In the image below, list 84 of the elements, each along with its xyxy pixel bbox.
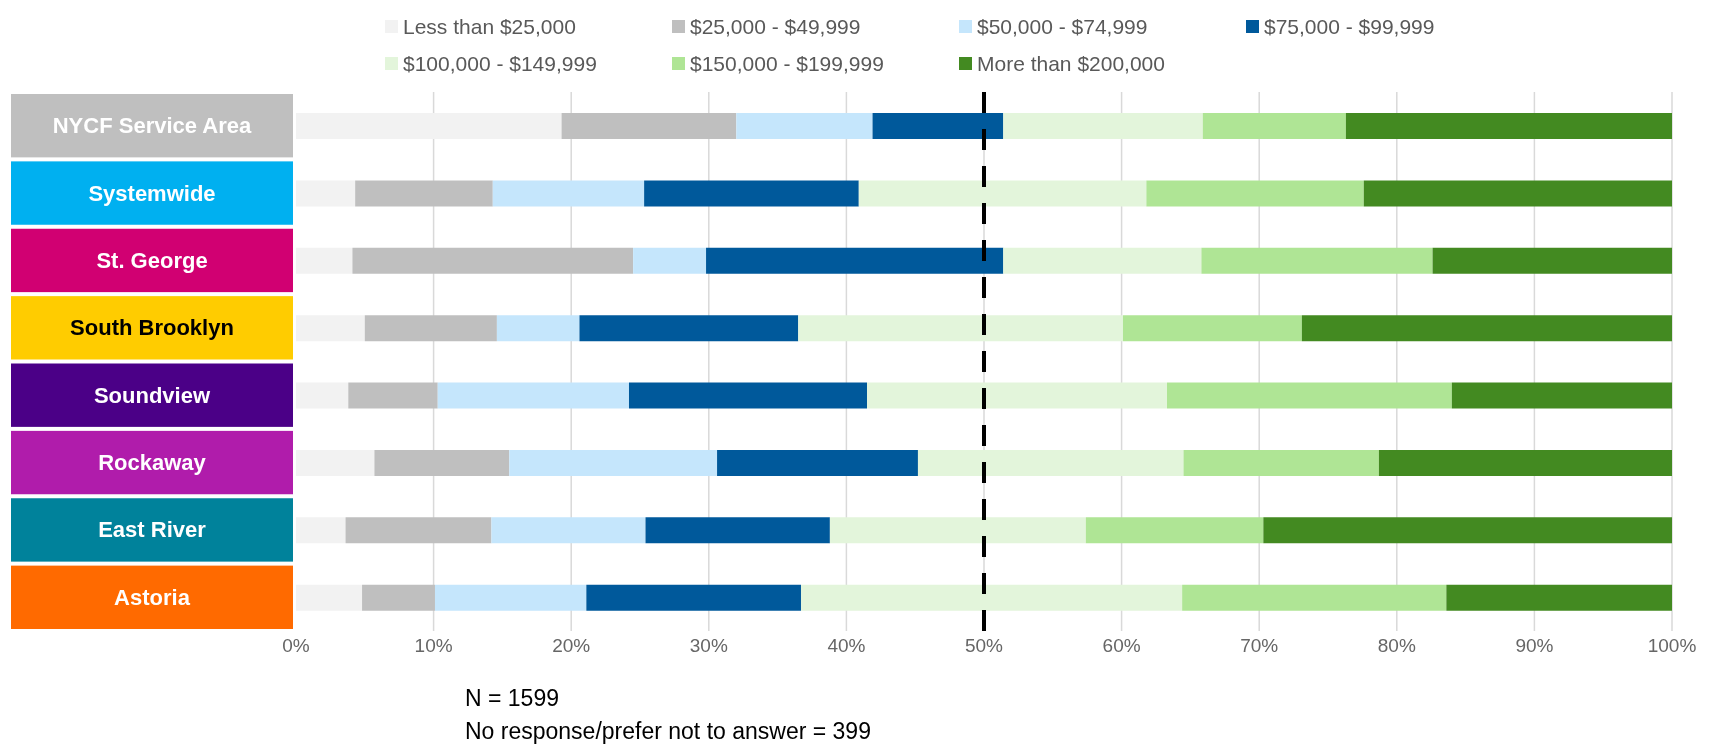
bar — [706, 247, 1004, 274]
legend-label: $25,000 - $49,999 — [690, 14, 861, 39]
legend-label: $50,000 - $74,999 — [977, 14, 1148, 39]
bar — [1451, 382, 1672, 409]
bar — [1263, 517, 1672, 544]
x-tick-label: 100% — [1647, 635, 1697, 657]
legend-label: Less than $25,000 — [403, 14, 576, 39]
bar — [1146, 180, 1364, 207]
bar — [1432, 247, 1672, 274]
bar — [509, 449, 718, 476]
bar — [496, 315, 580, 342]
bar — [296, 315, 365, 342]
x-tick-label: 50% — [964, 635, 1004, 657]
x-tick-label: 10% — [414, 635, 453, 657]
text: N = 1599 — [465, 684, 560, 713]
bar — [434, 584, 587, 611]
bar — [364, 315, 497, 342]
bar — [1202, 113, 1346, 139]
bar — [872, 113, 1004, 139]
x-tick-label: 90% — [1515, 635, 1554, 657]
y-tick-label: Soundview — [93, 382, 211, 408]
bar — [628, 382, 868, 409]
bar — [1363, 180, 1672, 207]
bar — [1345, 113, 1672, 139]
bar — [491, 517, 646, 544]
bar — [1122, 315, 1302, 342]
y-tick-label: NYCF Service Area — [52, 113, 253, 139]
x-tick-label: 80% — [1377, 635, 1416, 657]
bar — [492, 180, 645, 207]
bar — [348, 382, 438, 409]
legend-label: $75,000 - $99,999 — [1264, 14, 1435, 39]
bar — [296, 382, 349, 409]
legend-label: More than $200,000 — [977, 51, 1165, 76]
bar — [362, 584, 435, 611]
bar — [296, 180, 356, 207]
y-tick-label: St. George — [96, 247, 208, 273]
bar — [798, 315, 1123, 342]
bar — [917, 449, 1184, 476]
bar — [296, 247, 353, 274]
bar — [800, 584, 1183, 611]
y-tick-label: Rockaway — [98, 450, 207, 476]
bar — [1167, 382, 1452, 409]
bar — [1003, 113, 1203, 139]
bar — [644, 180, 859, 207]
legend-label: $150,000 - $199,999 — [690, 51, 884, 76]
x-tick-label: 40% — [827, 635, 866, 657]
bar — [355, 180, 493, 207]
bar — [1446, 584, 1672, 611]
bar — [561, 113, 737, 139]
x-tick-label: 30% — [689, 635, 728, 657]
bar — [437, 382, 629, 409]
y-tick-label: South Brooklyn — [70, 315, 234, 341]
bar — [1085, 517, 1264, 544]
bar — [633, 247, 707, 274]
bar — [296, 449, 375, 476]
bar — [1201, 247, 1433, 274]
bar — [858, 180, 1147, 207]
text: No response/prefer not to answer = 399 — [465, 717, 871, 746]
y-tick-label: East River — [98, 517, 207, 543]
bar — [579, 315, 799, 342]
legend-label: $100,000 - $149,999 — [403, 51, 597, 76]
x-tick-label: 60% — [1102, 635, 1141, 657]
bar — [717, 449, 918, 476]
bar — [345, 517, 492, 544]
x-tick-label: 20% — [552, 635, 591, 657]
bar — [645, 517, 830, 544]
y-tick-label: Astoria — [114, 584, 191, 610]
bar — [736, 113, 873, 139]
bar — [1182, 584, 1447, 611]
bar — [352, 247, 634, 274]
bar — [1301, 315, 1672, 342]
x-tick-label: 70% — [1240, 635, 1279, 657]
x-tick-label: 0% — [282, 635, 310, 657]
y-tick-label: Systemwide — [88, 180, 216, 206]
bar — [1003, 247, 1202, 274]
bar — [586, 584, 801, 611]
bar — [1378, 449, 1672, 476]
bar — [296, 584, 363, 611]
bar — [867, 382, 1168, 409]
bar — [1183, 449, 1379, 476]
bar — [296, 517, 346, 544]
bar — [296, 113, 562, 139]
bar — [829, 517, 1086, 544]
bar — [374, 449, 510, 476]
